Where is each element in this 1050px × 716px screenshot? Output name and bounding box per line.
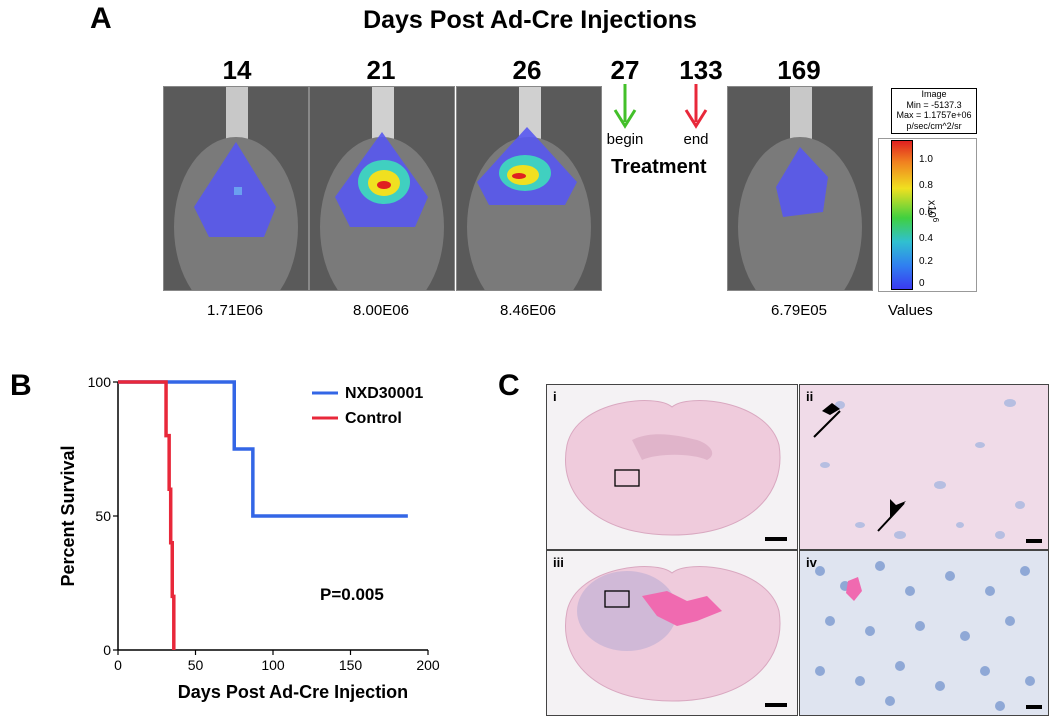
colorbar-tick: 1.0 <box>919 154 933 165</box>
end-label: end <box>683 131 709 148</box>
day-label-27: 27 <box>610 55 640 85</box>
survival-line-control <box>118 380 176 650</box>
day-label-133: 133 <box>679 55 723 85</box>
signal-value-day14: 1.71E06 <box>207 302 263 319</box>
colorbar-unit: x106 <box>925 200 940 222</box>
treatment-label: Treatment <box>611 156 707 178</box>
legend-label-nxd30001: NXD30001 <box>345 385 423 402</box>
histology-image-iii: iii <box>546 550 798 716</box>
panel-c-label: C <box>498 369 520 402</box>
day-label-26: 26 <box>512 55 542 85</box>
panel-a-title: Days Post Ad-Cre Injections <box>363 6 697 34</box>
x-tick-label: 200 <box>416 657 440 673</box>
histology-image-i: i <box>546 384 798 550</box>
subpanel-label-iii: iii <box>553 555 564 570</box>
colorbar-unit-base: x10 <box>925 200 938 218</box>
x-tick-label: 0 <box>114 657 122 673</box>
colorbar <box>891 140 913 290</box>
signal-value-day169: 6.79E05 <box>771 302 827 319</box>
colorbar-unit-exponent: 6 <box>931 217 940 223</box>
mouse-image-day21 <box>309 86 455 291</box>
colorbar-tick: 0.6 <box>919 207 933 218</box>
p-value-annotation: P=0.005 <box>320 585 384 604</box>
begin-arrow-icon <box>613 84 637 129</box>
mouse-image-day26 <box>456 86 602 291</box>
histology-image-ii: ii <box>799 384 1049 550</box>
panel-a-label: A <box>90 2 112 35</box>
y-axis-label: Percent Survival <box>58 445 78 586</box>
subpanel-label-i: i <box>553 389 557 404</box>
colorbar-tick: 0.8 <box>919 180 933 191</box>
colorbar-tick: 0 <box>919 278 925 289</box>
mouse-image-day169 <box>727 86 873 291</box>
legend-label-control: Control <box>345 410 402 427</box>
x-axis-label: Days Post Ad-Cre Injection <box>178 682 408 702</box>
image-scale-legend: Image Min = -5137.3 Max = 1.1757e+06 p/s… <box>891 88 977 134</box>
subpanel-label-iv: iv <box>806 555 817 570</box>
signal-value-day26: 8.46E06 <box>500 302 556 319</box>
histology-image-iv: iv <box>799 550 1049 716</box>
colorbar-tick: 0.4 <box>919 233 933 244</box>
survival-chart: 0 50 100 150 200 0 50 100 Days Post Ad-Cre Injec… <box>58 374 440 702</box>
survival-line-nxd30001 <box>118 380 408 518</box>
y-tick-label: 0 <box>103 642 111 658</box>
x-tick-label: 50 <box>188 657 204 673</box>
signal-value-day21: 8.00E06 <box>353 302 409 319</box>
day-label-21: 21 <box>366 55 396 85</box>
x-tick-label: 100 <box>261 657 285 673</box>
colorbar-tick: 0.2 <box>919 256 933 267</box>
legend-line-1: Image <box>921 89 947 99</box>
end-arrow-icon <box>684 84 708 129</box>
panel-b-label: B <box>10 369 32 402</box>
day-label-169: 169 <box>777 55 821 85</box>
subpanel-label-ii: ii <box>806 389 814 404</box>
mouse-image-day14 <box>163 86 309 291</box>
y-tick-label: 50 <box>95 508 111 524</box>
day-label-14: 14 <box>222 55 252 85</box>
begin-label: begin <box>606 131 644 148</box>
colorbar-frame <box>878 138 977 292</box>
legend-line-3: Max = 1.1757e+06 <box>896 110 972 120</box>
x-tick-label: 150 <box>339 657 363 673</box>
legend-line-4: p/sec/cm^2/sr <box>906 120 962 131</box>
values-label: Values <box>888 302 933 319</box>
legend-line-2: Min = -5137.3 <box>906 99 962 110</box>
y-tick-label: 100 <box>88 374 112 390</box>
